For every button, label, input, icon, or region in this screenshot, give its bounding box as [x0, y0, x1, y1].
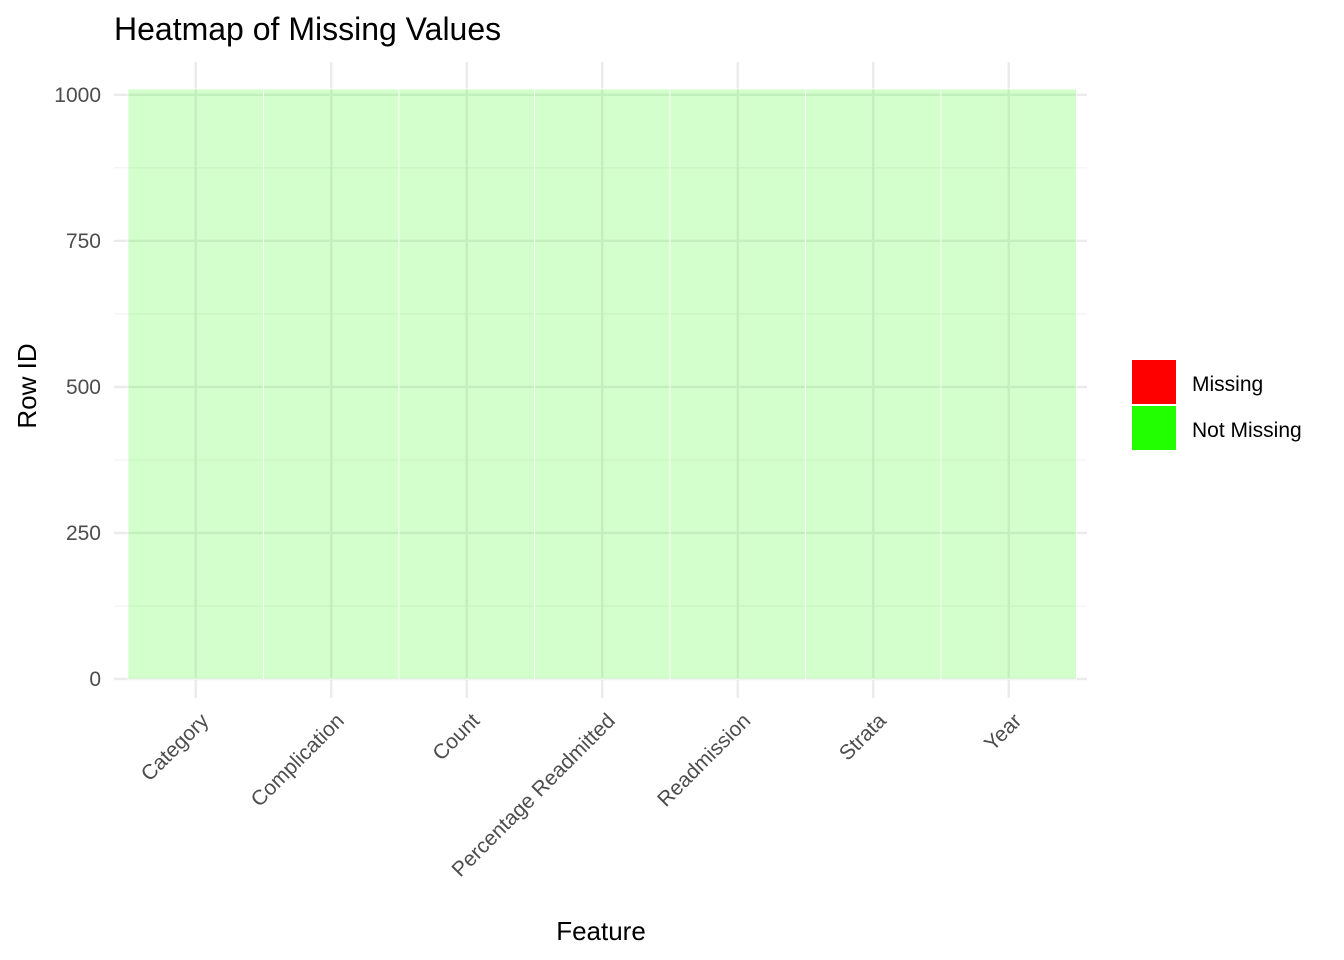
heatmap-column-year [940, 88, 1077, 680]
legend-key-not-missing [1132, 406, 1176, 450]
y-tick-label: 1000 [54, 84, 101, 107]
legend-label-missing: Missing [1192, 373, 1263, 396]
legend: Missing Not Missing [1132, 360, 1302, 450]
x-tick-label: Category [137, 709, 214, 786]
heatmap-column-percentage-readmitted [534, 88, 671, 680]
x-tick-label: Readmission [653, 709, 755, 811]
heatmap-column-count [398, 88, 535, 680]
heatmap-column-strata [805, 88, 942, 680]
heatmap-column-category [127, 88, 264, 680]
y-tick-label: 0 [89, 668, 101, 691]
legend-label-not-missing: Not Missing [1192, 419, 1302, 442]
x-tick-label: Year [980, 709, 1026, 755]
x-tick-label: Count [428, 709, 484, 765]
y-tick-label: 250 [66, 522, 101, 545]
y-tick-label: 500 [66, 376, 101, 399]
legend-key-missing [1132, 360, 1176, 404]
x-tick-label: Complication [247, 709, 349, 811]
x-tick-label: Strata [835, 709, 891, 765]
heatmap-column-complication [263, 88, 400, 680]
heatmap-column-readmission [669, 88, 806, 680]
y-tick-labels: 0 250 500 750 1000 [54, 84, 101, 691]
y-tick-label: 750 [66, 230, 101, 253]
x-axis-title: Feature [556, 916, 646, 946]
tiles-layer [127, 88, 1077, 680]
chart-title: Heatmap of Missing Values [114, 11, 501, 47]
y-axis-title: Row ID [12, 343, 42, 428]
grid-layer [114, 62, 1087, 698]
